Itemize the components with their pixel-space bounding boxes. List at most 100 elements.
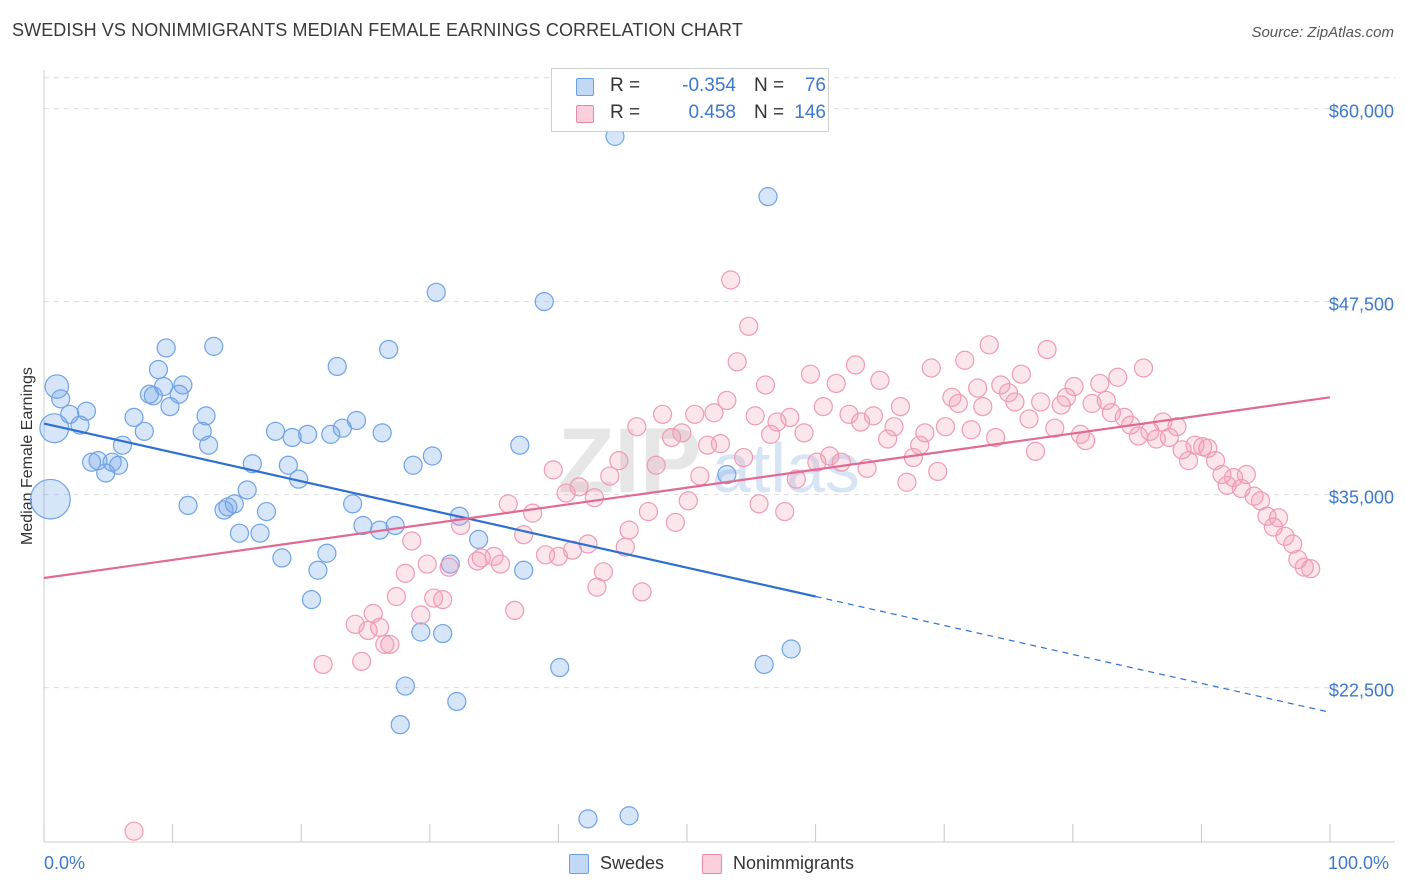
nonimmigrants-point (878, 429, 898, 449)
nonimmigrants-point (760, 424, 781, 444)
swedes-trend-line (43, 422, 816, 598)
nonimmigrants-point (690, 466, 710, 486)
swedes-point (754, 654, 774, 675)
nonimmigrants-point (672, 423, 692, 443)
nonimmigrants-point (352, 651, 372, 671)
nonimmigrants-point (627, 417, 647, 437)
swedes-point (426, 282, 446, 302)
nonimmigrants-point (1011, 364, 1031, 384)
nonimmigrants-point (998, 383, 1019, 403)
nonimmigrants-point (813, 396, 833, 417)
nonimmigrants-point (921, 358, 941, 378)
nonimmigrants-point (717, 390, 737, 411)
correlation-legend: R = -0.354 N = 76 R = 0.458 N = 146 (551, 68, 829, 132)
nonimmigrants-point (1090, 373, 1110, 394)
nonimmigrants-point (727, 352, 747, 372)
swedes-point (469, 529, 489, 549)
swedes-swatch (576, 78, 594, 96)
nonimmigrants-point (845, 355, 866, 375)
nonimmigrants-point (1031, 392, 1051, 412)
swedes-point (44, 374, 70, 399)
swedes-point (204, 336, 224, 356)
swedes-point (327, 356, 347, 377)
nonimmigrants-point (890, 396, 911, 417)
swedes-point (229, 523, 250, 543)
nonimmigrants-swatch (702, 854, 722, 874)
nonimmigrants-point (1275, 526, 1295, 546)
nonimmigrants-point (1019, 409, 1039, 429)
chart-title: SWEDISH VS NONIMMIGRANTS MEDIAN FEMALE E… (12, 20, 743, 40)
nonimmigrants-point (661, 427, 682, 448)
swedes-point (390, 715, 410, 735)
swedes-point (30, 478, 71, 520)
n-label: N = (754, 75, 785, 96)
nonimmigrants-point (1268, 508, 1289, 528)
swedes-point (781, 639, 801, 659)
swedes-point (237, 480, 257, 500)
nonimmigrants-point (1212, 464, 1232, 485)
nonimmigrants-point (786, 469, 806, 489)
nonimmigrants-point (721, 270, 741, 290)
swedes-point (124, 407, 144, 427)
nonimmigrants-point (609, 451, 629, 471)
swedes-point (395, 676, 415, 696)
nonimmigrants-point (739, 316, 759, 336)
nonimmigrants-point (313, 654, 333, 675)
swedes-point (510, 435, 530, 455)
swedes-point (265, 421, 286, 441)
nonimmigrants-point (991, 375, 1011, 395)
r-value: -0.354 (682, 75, 736, 96)
x-tick-max: 100.0% (1328, 853, 1390, 873)
r-value: 0.458 (688, 102, 736, 123)
nonimmigrants-point (733, 447, 754, 468)
nonimmigrants-point (863, 406, 884, 426)
nonimmigrants-point (968, 378, 988, 398)
nonimmigrants-point (1172, 440, 1192, 460)
swedes-point (178, 495, 198, 516)
nonimmigrants-point (1064, 376, 1084, 397)
nonimmigrants-point (600, 466, 620, 486)
swedes-point (385, 515, 405, 536)
swedes-point (256, 501, 277, 522)
swedes-point (343, 494, 363, 514)
swedes-point (514, 560, 534, 580)
nonimmigrants-point (484, 546, 504, 566)
swedes-point (156, 338, 176, 358)
nonimmigrants-point (1005, 392, 1025, 412)
nonimmigrants-point (402, 531, 422, 551)
nonimmigrants-point (1133, 358, 1154, 378)
nonimmigrants-point (1076, 430, 1096, 451)
nonimmigrants-point (543, 460, 563, 480)
nonimmigrants-points (124, 270, 1321, 841)
nonimmigrants-point (370, 617, 390, 637)
nonimmigrants-point (569, 477, 589, 497)
nonimmigrants-point (826, 373, 846, 394)
nonimmigrants-point (710, 434, 731, 454)
nonimmigrants-point (704, 403, 724, 423)
swedes-point (372, 423, 392, 443)
swedes-point (321, 424, 341, 444)
nonimmigrants-point (490, 554, 511, 574)
swedes-point (196, 406, 216, 426)
swedes-point (76, 401, 97, 421)
nonimmigrants-point (884, 417, 904, 437)
nonimmigrants-point (1096, 390, 1116, 411)
nonimmigrants-point (433, 589, 453, 610)
nonimmigrants-point (979, 335, 999, 355)
nonimmigrants-point (514, 525, 534, 545)
swedes-point (224, 494, 244, 514)
swedes-point (108, 455, 129, 475)
nonimmigrants-point (638, 501, 659, 522)
nonimmigrants-point (1108, 367, 1128, 387)
nonimmigrants-point (1101, 403, 1121, 423)
nonimmigrants-point (948, 393, 968, 414)
nonimmigrants-point (498, 494, 518, 514)
swedes-point (717, 464, 737, 485)
swedes-point (403, 455, 423, 475)
nonimmigrants-point (1283, 534, 1303, 554)
nonimmigrants-point (395, 563, 415, 583)
nonimmigrants-point (1056, 387, 1076, 407)
nonimmigrants-point (767, 412, 787, 432)
nonimmigrants-point (685, 404, 705, 424)
swedes-point (148, 359, 169, 380)
